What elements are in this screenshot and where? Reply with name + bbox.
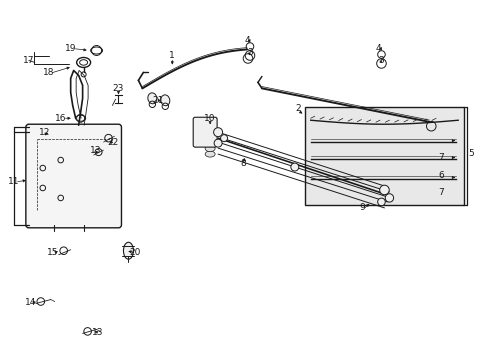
Text: 19: 19	[65, 44, 76, 53]
Text: 9: 9	[359, 203, 365, 212]
Text: 6: 6	[437, 171, 443, 180]
FancyBboxPatch shape	[26, 124, 121, 228]
Ellipse shape	[205, 129, 215, 135]
Text: 2: 2	[294, 104, 300, 113]
Circle shape	[290, 163, 298, 171]
Text: 7: 7	[437, 188, 443, 197]
Text: 11: 11	[8, 177, 20, 186]
Text: 17: 17	[23, 56, 35, 65]
Text: 7: 7	[437, 153, 443, 162]
Ellipse shape	[205, 146, 215, 152]
Text: 4: 4	[375, 44, 381, 53]
Text: 18: 18	[43, 68, 54, 77]
Bar	[304, 107, 463, 205]
Ellipse shape	[123, 242, 133, 259]
Text: 4: 4	[244, 36, 249, 45]
FancyBboxPatch shape	[193, 117, 217, 147]
Circle shape	[385, 194, 393, 202]
Text: 14: 14	[25, 298, 37, 307]
Text: 5: 5	[468, 149, 473, 158]
Circle shape	[379, 185, 388, 195]
Text: 13: 13	[92, 328, 103, 337]
Circle shape	[377, 198, 385, 206]
Text: 3: 3	[246, 48, 252, 57]
Circle shape	[220, 135, 227, 141]
Ellipse shape	[205, 140, 215, 146]
Text: 15: 15	[47, 248, 59, 257]
Text: 20: 20	[129, 248, 141, 257]
Text: 16: 16	[55, 114, 66, 123]
Text: 3: 3	[378, 56, 384, 65]
Ellipse shape	[147, 93, 157, 104]
Ellipse shape	[205, 135, 215, 141]
Text: 23: 23	[113, 84, 124, 93]
Text: 10: 10	[204, 114, 215, 123]
Text: 13: 13	[90, 145, 101, 154]
Ellipse shape	[161, 95, 169, 106]
Circle shape	[213, 128, 222, 137]
Ellipse shape	[205, 151, 215, 157]
Text: 21: 21	[152, 96, 163, 105]
Text: 12: 12	[39, 128, 50, 137]
Circle shape	[214, 139, 222, 147]
Text: 22: 22	[107, 138, 118, 147]
Text: 1: 1	[169, 51, 175, 60]
Text: 8: 8	[240, 158, 245, 167]
